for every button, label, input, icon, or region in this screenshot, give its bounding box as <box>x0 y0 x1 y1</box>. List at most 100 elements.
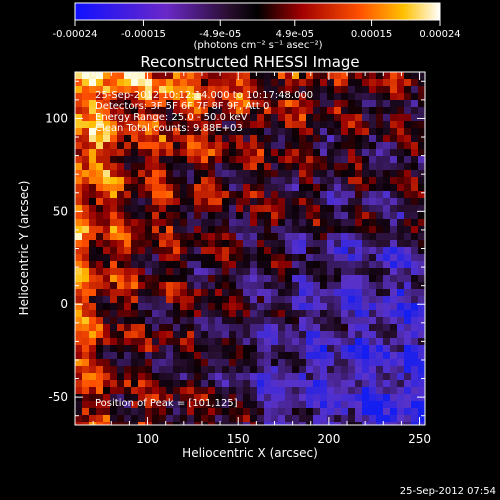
heatmap-cell <box>320 359 327 366</box>
heatmap-cell <box>376 338 383 345</box>
heatmap-cell <box>383 296 390 303</box>
heatmap-cell <box>173 324 180 331</box>
heatmap-cell <box>418 275 425 282</box>
heatmap-cell <box>173 79 180 86</box>
heatmap-cell <box>89 156 96 163</box>
heatmap-cell <box>250 310 257 317</box>
heatmap-cell <box>89 310 96 317</box>
heatmap-cell <box>264 331 271 338</box>
heatmap-cell <box>201 352 208 359</box>
heatmap-cell <box>376 226 383 233</box>
heatmap-cell <box>390 156 397 163</box>
heatmap-cell <box>292 177 299 184</box>
heatmap-cell <box>397 324 404 331</box>
heatmap-cell <box>355 163 362 170</box>
heatmap-cell <box>271 226 278 233</box>
heatmap-cell <box>82 394 89 401</box>
heatmap-cell <box>383 338 390 345</box>
heatmap-cell <box>194 233 201 240</box>
heatmap-cell <box>201 177 208 184</box>
heatmap-cell <box>75 184 82 191</box>
heatmap-cell <box>285 387 292 394</box>
heatmap-cell <box>159 114 166 121</box>
heatmap-cell <box>355 359 362 366</box>
heatmap-cell <box>96 226 103 233</box>
heatmap-cell <box>138 401 145 408</box>
heatmap-cell <box>138 233 145 240</box>
heatmap-cell <box>152 373 159 380</box>
heatmap-cell <box>180 401 187 408</box>
heatmap-cell <box>271 247 278 254</box>
heatmap-cell <box>173 247 180 254</box>
heatmap-cell <box>187 142 194 149</box>
heatmap-cell <box>187 226 194 233</box>
heatmap-cell <box>215 149 222 156</box>
heatmap-cell <box>285 212 292 219</box>
heatmap-cell <box>376 198 383 205</box>
heatmap-cell <box>299 331 306 338</box>
heatmap-cell <box>166 233 173 240</box>
heatmap-cell <box>327 387 334 394</box>
heatmap-cell <box>194 79 201 86</box>
heatmap-cell <box>75 415 82 422</box>
heatmap-cell <box>222 198 229 205</box>
heatmap-cell <box>348 415 355 422</box>
heatmap-cell <box>334 345 341 352</box>
heatmap-cell <box>390 198 397 205</box>
heatmap-cell <box>208 401 215 408</box>
heatmap-cell <box>103 261 110 268</box>
heatmap-cell <box>145 275 152 282</box>
heatmap-cell <box>138 282 145 289</box>
heatmap-cell <box>411 289 418 296</box>
heatmap-cell <box>390 163 397 170</box>
heatmap-cell <box>341 135 348 142</box>
heatmap-cell <box>306 275 313 282</box>
heatmap-cell <box>299 205 306 212</box>
heatmap-cell <box>110 310 117 317</box>
heatmap-cell <box>369 268 376 275</box>
heatmap-cell <box>89 303 96 310</box>
heatmap-cell <box>82 317 89 324</box>
heatmap-cell <box>397 247 404 254</box>
heatmap-cell <box>369 324 376 331</box>
heatmap-cell <box>285 422 292 425</box>
heatmap-cell <box>383 93 390 100</box>
heatmap-cell <box>194 408 201 415</box>
heatmap-cell <box>257 373 264 380</box>
heatmap-cell <box>152 191 159 198</box>
heatmap-cell <box>173 86 180 93</box>
heatmap-cell <box>152 79 159 86</box>
heatmap-cell <box>306 310 313 317</box>
heatmap-cell <box>341 268 348 275</box>
heatmap-cell <box>222 177 229 184</box>
heatmap-cell <box>229 233 236 240</box>
heatmap-cell <box>180 387 187 394</box>
heatmap-cell <box>159 317 166 324</box>
heatmap-cell <box>110 317 117 324</box>
heatmap-cell <box>201 240 208 247</box>
heatmap-cell <box>131 422 138 425</box>
heatmap-cell <box>131 79 138 86</box>
heatmap-cell <box>229 177 236 184</box>
heatmap-cell <box>250 366 257 373</box>
heatmap-cell <box>243 247 250 254</box>
heatmap-cell <box>285 177 292 184</box>
heatmap-cell <box>292 163 299 170</box>
heatmap-cell <box>411 72 418 79</box>
heatmap-cell <box>117 387 124 394</box>
heatmap-cell <box>124 233 131 240</box>
heatmap-cell <box>341 366 348 373</box>
heatmap-cell <box>327 191 334 198</box>
heatmap-cell <box>320 366 327 373</box>
heatmap-cell <box>278 366 285 373</box>
heatmap-cell <box>194 359 201 366</box>
heatmap-cell <box>355 275 362 282</box>
heatmap-cell <box>243 282 250 289</box>
heatmap-cell <box>299 198 306 205</box>
heatmap-cell <box>250 184 257 191</box>
heatmap-cell <box>103 226 110 233</box>
heatmap-cell <box>208 184 215 191</box>
heatmap-cell <box>82 268 89 275</box>
heatmap-cell <box>264 128 271 135</box>
heatmap-cell <box>201 324 208 331</box>
